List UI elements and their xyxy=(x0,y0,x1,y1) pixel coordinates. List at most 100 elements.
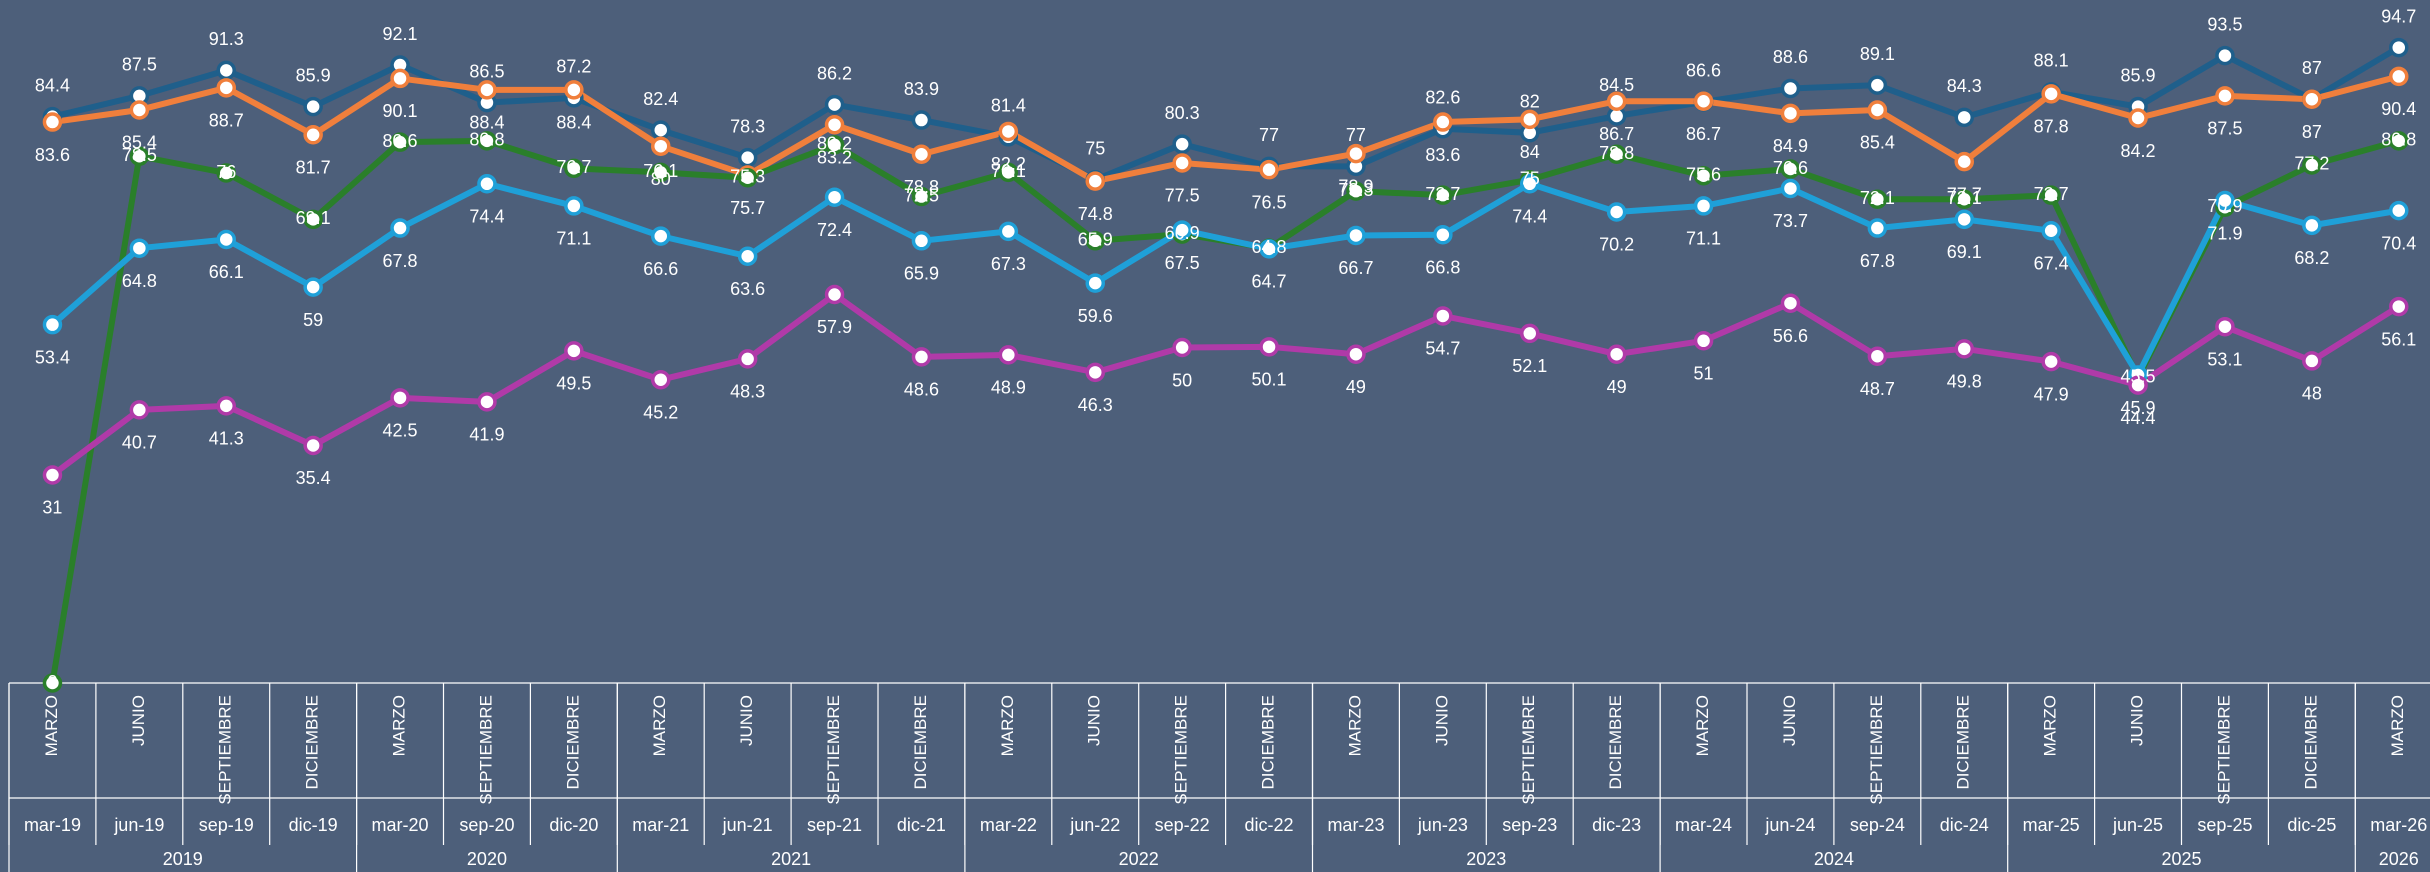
data-point xyxy=(824,187,845,207)
data-point xyxy=(390,68,410,89)
data-point xyxy=(737,246,758,266)
data-point xyxy=(2302,89,2322,109)
data-label: 88.1 xyxy=(2034,51,2069,71)
data-label: 78.9 xyxy=(1338,176,1373,196)
data-label: 87.5 xyxy=(122,55,157,75)
data-point xyxy=(303,209,323,230)
series-line xyxy=(50,291,2401,478)
data-label: 88.4 xyxy=(556,113,591,133)
data-point xyxy=(911,144,932,165)
month-label: MARZO xyxy=(1345,695,1364,756)
data-label: 56.6 xyxy=(1773,326,1808,346)
data-point xyxy=(303,435,323,456)
data-point xyxy=(1954,209,1974,230)
month-label: MARZO xyxy=(2388,695,2407,756)
data-label: 72.5 xyxy=(904,185,939,205)
data-label: 57.9 xyxy=(817,317,852,337)
month-label: JUNIO xyxy=(129,695,148,746)
category-label: jun-22 xyxy=(1069,815,1120,835)
data-label: 84.4 xyxy=(35,75,70,95)
data-label: 84.5 xyxy=(1599,75,1634,95)
data-point xyxy=(1433,112,1453,132)
data-label: 67.5 xyxy=(1165,253,1200,273)
data-label: 80.2 xyxy=(817,134,852,154)
data-label: 40.7 xyxy=(122,433,157,453)
data-label: 66.6 xyxy=(643,259,678,279)
data-label: 81.7 xyxy=(296,158,331,178)
data-label: 83.6 xyxy=(35,145,70,165)
category-label: jun-19 xyxy=(113,815,164,835)
data-point xyxy=(1172,134,1192,154)
data-point xyxy=(2389,296,2409,317)
month-label: JUNIO xyxy=(737,695,756,746)
data-label: 51 xyxy=(1694,364,1714,384)
category-label: mar-20 xyxy=(372,815,429,835)
data-label: 68.2 xyxy=(2294,248,2329,268)
data-label: 80.6 xyxy=(383,131,418,151)
data-label: 48.3 xyxy=(730,382,765,402)
data-point xyxy=(216,60,236,81)
data-point xyxy=(1606,144,1627,165)
month-label: DICIEMBRE xyxy=(303,695,322,789)
data-label: 66.7 xyxy=(1338,258,1373,278)
month-label: DICIEMBRE xyxy=(1606,695,1625,789)
data-label: 70.2 xyxy=(1599,235,1634,255)
data-point xyxy=(129,146,150,167)
data-label: 88.6 xyxy=(1773,47,1808,67)
data-point xyxy=(2041,220,2061,241)
data-point xyxy=(2041,351,2061,372)
data-label: 75.6 xyxy=(1686,164,1721,184)
data-label: 87 xyxy=(2302,58,2322,78)
category-label: jun-24 xyxy=(1764,815,1815,835)
month-label: SEPTIEMBRE xyxy=(824,695,843,805)
data-label: 48.6 xyxy=(904,380,939,400)
month-label: SEPTIEMBRE xyxy=(2214,695,2233,805)
data-label: 63.6 xyxy=(730,279,765,299)
data-label: 70.4 xyxy=(2381,233,2416,253)
data-label: 92.1 xyxy=(383,24,418,44)
data-label: 67.4 xyxy=(2034,253,2069,273)
data-label: 72.7 xyxy=(1425,184,1460,204)
data-label: 73.7 xyxy=(1773,211,1808,231)
category-label: sep-25 xyxy=(2197,815,2252,835)
data-point xyxy=(129,100,150,120)
data-point xyxy=(651,226,671,246)
data-point xyxy=(824,94,845,115)
data-point xyxy=(1693,165,1714,186)
data-point xyxy=(1780,293,1801,313)
data-point xyxy=(1954,339,1974,359)
data-label: 83.6 xyxy=(1425,145,1460,165)
data-point xyxy=(2389,66,2409,87)
data-label: 42.5 xyxy=(383,421,418,441)
data-label: 74.8 xyxy=(1078,204,1113,224)
data-label: 87.5 xyxy=(2207,119,2242,139)
category-label: mar-21 xyxy=(632,815,689,835)
data-point xyxy=(1954,189,1974,209)
data-label: 49.5 xyxy=(556,374,591,394)
data-point xyxy=(1520,174,1540,194)
data-label: 66.9 xyxy=(1165,223,1200,243)
data-point xyxy=(2302,215,2322,236)
data-point xyxy=(42,314,63,335)
category-label: sep-21 xyxy=(807,815,862,835)
data-label: 81.4 xyxy=(991,96,1026,116)
data-label: 77 xyxy=(1346,125,1366,145)
data-label: 78.5 xyxy=(122,145,157,165)
data-point xyxy=(2215,316,2235,337)
month-label: SEPTIEMBRE xyxy=(476,695,495,805)
data-label: 65.9 xyxy=(904,264,939,284)
month-label: MARZO xyxy=(390,695,409,756)
month-label: MARZO xyxy=(1693,695,1712,756)
category-label: jun-21 xyxy=(722,815,773,835)
data-point xyxy=(390,388,410,408)
data-label: 75 xyxy=(1085,139,1105,159)
category-label: sep-23 xyxy=(1502,815,1557,835)
data-point xyxy=(998,121,1019,142)
data-point xyxy=(911,347,932,367)
data-label: 45.2 xyxy=(643,402,678,422)
month-label: MARZO xyxy=(2041,695,2060,756)
data-point xyxy=(564,80,584,100)
data-point xyxy=(1346,344,1366,364)
data-point xyxy=(477,131,497,151)
